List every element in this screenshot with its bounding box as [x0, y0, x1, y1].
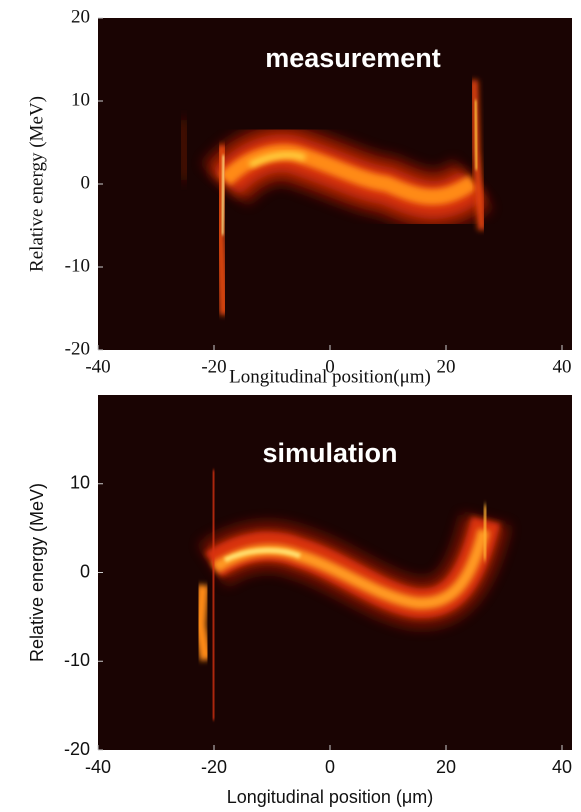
y-axis-label: Relative energy (MeV): [27, 483, 47, 662]
x-tick-label: 0: [325, 356, 335, 377]
y-tick-label: -20: [65, 338, 90, 359]
x-axis-label: Longitudinal position(μm): [229, 366, 431, 387]
x-tick-label: 0: [325, 757, 335, 777]
annotation: measurement: [265, 43, 441, 73]
y-tick-label: 0: [81, 172, 91, 193]
y-tick-label: -20: [64, 739, 90, 759]
x-tick-label: -20: [201, 356, 226, 377]
annotation: simulation: [262, 438, 397, 468]
x-tick-label: 40: [553, 356, 572, 377]
y-tick-label: 10: [71, 89, 90, 110]
y-tick-label: 20: [71, 6, 90, 27]
x-tick-label: -40: [85, 757, 111, 777]
y-tick-label: 0: [80, 561, 90, 581]
x-tick-label: -40: [85, 356, 110, 377]
x-tick-label: 40: [552, 757, 572, 777]
y-tick-label: -10: [64, 650, 90, 670]
x-axis-label: Longitudinal position (μm): [227, 787, 433, 807]
x-tick-label: -20: [201, 757, 227, 777]
x-tick-label: 20: [437, 356, 456, 377]
y-axis-label: Relative energy (MeV): [26, 96, 47, 272]
heatmap-plume: [193, 469, 511, 721]
y-tick-label: -10: [65, 255, 90, 276]
y-tick-label: 10: [70, 473, 90, 493]
heatmap-plume: [175, 79, 493, 316]
x-tick-label: 20: [436, 757, 456, 777]
